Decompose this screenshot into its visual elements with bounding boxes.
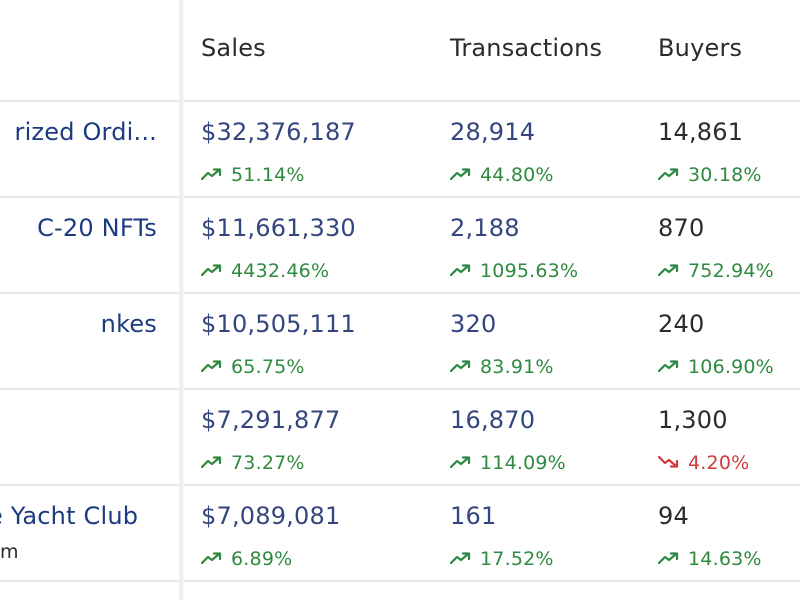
- transactions-change: 1095.63%: [449, 260, 579, 282]
- buyers-change-value: 4.20%: [688, 452, 750, 474]
- transactions-value: 320: [450, 310, 497, 338]
- sales-change-value: 65.75%: [231, 356, 305, 378]
- transactions-change: 44.80%: [449, 164, 554, 186]
- transactions-change-value: 83.91%: [480, 356, 554, 378]
- sales-value: $7,089,081: [201, 502, 341, 530]
- buyers-change: 4.20%: [657, 452, 750, 474]
- trending-up-icon: [449, 548, 472, 570]
- sales-change: 6.89%: [200, 548, 293, 570]
- column-header-sales[interactable]: Sales: [201, 34, 266, 62]
- collection-name-link[interactable]: C-20 NFTs: [37, 214, 157, 242]
- transactions-change: 17.52%: [449, 548, 554, 570]
- collection-cell[interactable]: e Yacht Club m: [0, 486, 181, 580]
- sales-change: 51.14%: [200, 164, 305, 186]
- trending-up-icon: [200, 452, 223, 474]
- buyers-value: 1,300: [658, 406, 728, 434]
- sticky-column-divider: [179, 0, 184, 600]
- sales-change-value: 6.89%: [231, 548, 293, 570]
- buyers-value: 94: [658, 502, 689, 530]
- collection-name-link[interactable]: rized Ordi...: [14, 118, 157, 146]
- collection-subtitle: m: [0, 541, 19, 563]
- collection-name-link[interactable]: e Yacht Club: [0, 502, 139, 530]
- trending-up-icon: [657, 260, 680, 282]
- table-row[interactable]: $7,291,877 73.27% 16,870 114.09% 1,300 4…: [0, 390, 800, 486]
- sales-change-value: 51.14%: [231, 164, 305, 186]
- buyers-value: 14,861: [658, 118, 744, 146]
- transactions-change-value: 114.09%: [480, 452, 566, 474]
- collection-cell[interactable]: C-20 NFTs: [0, 198, 181, 292]
- column-header-buyers[interactable]: Buyers: [658, 34, 743, 62]
- trending-up-icon: [657, 164, 680, 186]
- buyers-change-value: 14.63%: [688, 548, 762, 570]
- buyers-change-value: 106.90%: [688, 356, 774, 378]
- trending-up-icon: [449, 452, 472, 474]
- column-header-transactions[interactable]: Transactions: [450, 34, 603, 62]
- table-row[interactable]: rized Ordi... $32,376,187 51.14% 28,914 …: [0, 102, 800, 198]
- sales-value: $11,661,330: [201, 214, 356, 242]
- table-row[interactable]: nkes $10,505,111 65.75% 320 83.91% 240 1…: [0, 294, 800, 390]
- table-row[interactable]: C-20 NFTs $11,661,330 4432.46% 2,188 109…: [0, 198, 800, 294]
- sales-value: $10,505,111: [201, 310, 356, 338]
- transactions-value: 2,188: [450, 214, 520, 242]
- sales-change-value: 4432.46%: [231, 260, 330, 282]
- trending-up-icon: [200, 260, 223, 282]
- buyers-change-value: 752.94%: [688, 260, 774, 282]
- trending-up-icon: [200, 356, 223, 378]
- buyers-change: 752.94%: [657, 260, 774, 282]
- buyers-change: 14.63%: [657, 548, 762, 570]
- collection-cell[interactable]: nkes: [0, 294, 181, 388]
- trending-up-icon: [657, 548, 680, 570]
- transactions-change: 114.09%: [449, 452, 566, 474]
- buyers-change: 106.90%: [657, 356, 774, 378]
- trending-up-icon: [449, 356, 472, 378]
- trending-up-icon: [657, 356, 680, 378]
- buyers-value: 240: [658, 310, 705, 338]
- transactions-change-value: 17.52%: [480, 548, 554, 570]
- trending-up-icon: [449, 164, 472, 186]
- sales-change-value: 73.27%: [231, 452, 305, 474]
- collection-name-link[interactable]: nkes: [100, 310, 157, 338]
- trending-down-icon: [657, 452, 680, 474]
- sales-change: 4432.46%: [200, 260, 330, 282]
- transactions-change: 83.91%: [449, 356, 554, 378]
- table-row[interactable]: e Yacht Club m $7,089,081 6.89% 161 17.5…: [0, 486, 800, 582]
- trending-up-icon: [200, 164, 223, 186]
- transactions-value: 161: [450, 502, 497, 530]
- transactions-change-value: 44.80%: [480, 164, 554, 186]
- trending-up-icon: [449, 260, 472, 282]
- sales-change: 73.27%: [200, 452, 305, 474]
- buyers-change: 30.18%: [657, 164, 762, 186]
- transactions-change-value: 1095.63%: [480, 260, 579, 282]
- table-header-row: Sales Transactions Buyers: [0, 0, 800, 102]
- transactions-value: 16,870: [450, 406, 536, 434]
- sales-value: $7,291,877: [201, 406, 341, 434]
- transactions-value: 28,914: [450, 118, 536, 146]
- trending-up-icon: [200, 548, 223, 570]
- sales-value: $32,376,187: [201, 118, 356, 146]
- collection-cell[interactable]: rized Ordi...: [0, 102, 181, 196]
- buyers-change-value: 30.18%: [688, 164, 762, 186]
- sales-change: 65.75%: [200, 356, 305, 378]
- buyers-value: 870: [658, 214, 705, 242]
- collection-cell[interactable]: [0, 390, 181, 484]
